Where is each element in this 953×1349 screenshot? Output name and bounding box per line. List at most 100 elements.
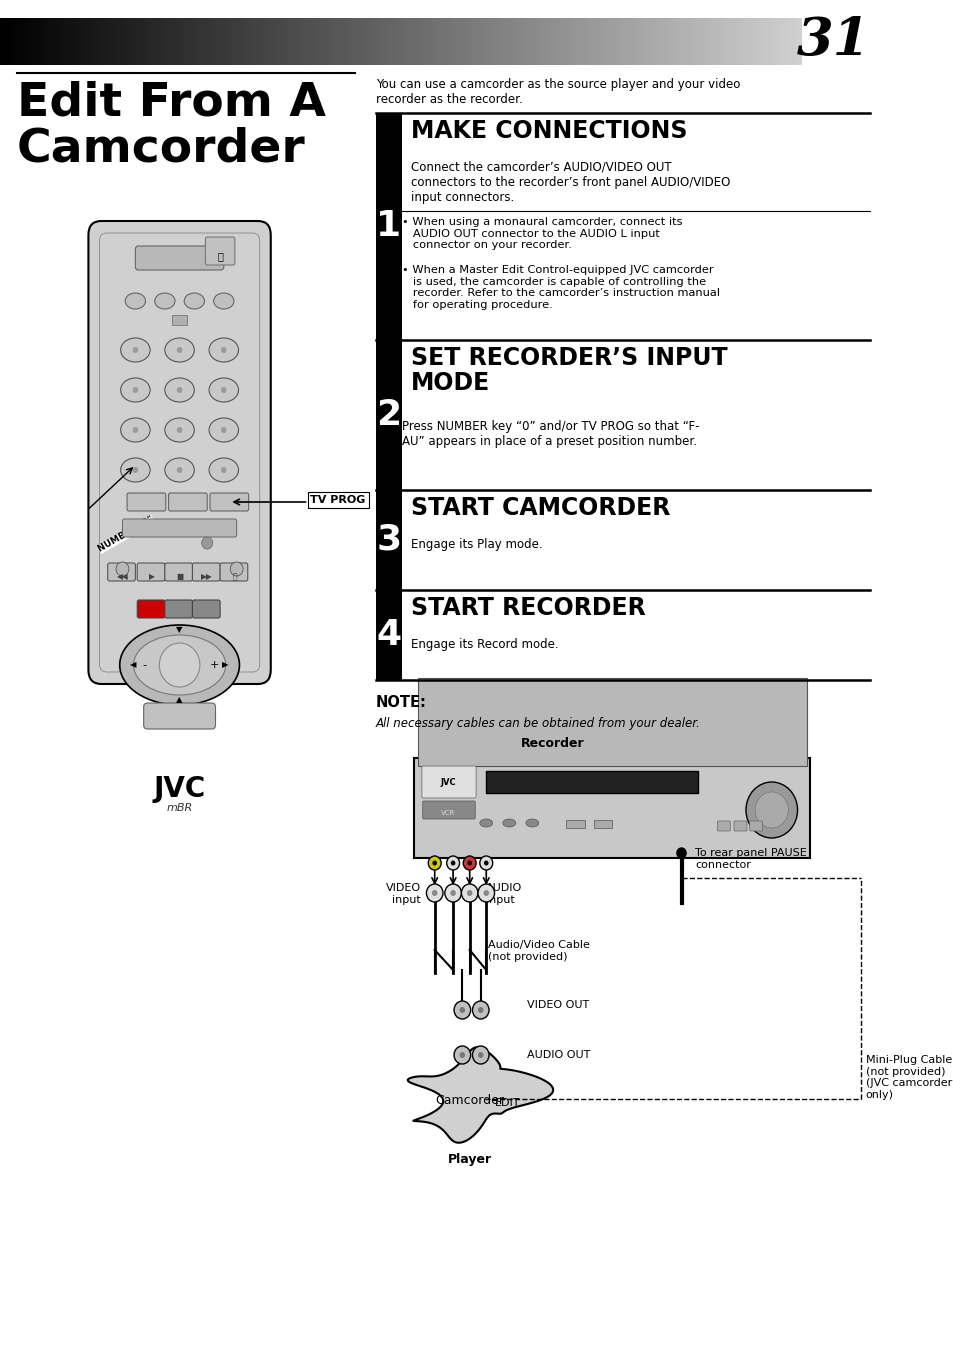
Circle shape bbox=[461, 884, 477, 902]
Text: To rear panel PAUSE
connector: To rear panel PAUSE connector bbox=[695, 849, 806, 870]
Circle shape bbox=[176, 387, 182, 393]
Text: SET RECORDER’S INPUT
MODE: SET RECORDER’S INPUT MODE bbox=[411, 345, 726, 395]
Circle shape bbox=[432, 861, 436, 866]
FancyBboxPatch shape bbox=[89, 221, 271, 684]
Text: VCR: VCR bbox=[441, 809, 456, 816]
Circle shape bbox=[132, 387, 138, 393]
FancyBboxPatch shape bbox=[733, 822, 746, 831]
FancyBboxPatch shape bbox=[137, 563, 165, 581]
Ellipse shape bbox=[120, 339, 150, 362]
Circle shape bbox=[159, 643, 199, 687]
FancyBboxPatch shape bbox=[749, 822, 761, 831]
Text: 31: 31 bbox=[796, 15, 869, 66]
Text: EDIT: EDIT bbox=[494, 1098, 519, 1108]
Circle shape bbox=[432, 890, 437, 896]
Text: 2: 2 bbox=[375, 398, 401, 432]
FancyBboxPatch shape bbox=[717, 822, 730, 831]
Text: ■: ■ bbox=[175, 572, 183, 581]
Circle shape bbox=[472, 1001, 489, 1018]
FancyBboxPatch shape bbox=[127, 492, 166, 511]
Ellipse shape bbox=[502, 819, 516, 827]
Ellipse shape bbox=[525, 819, 538, 827]
Circle shape bbox=[176, 428, 182, 433]
Circle shape bbox=[483, 890, 489, 896]
Text: Engage its Record mode.: Engage its Record mode. bbox=[411, 638, 558, 652]
Text: AUDIO
input: AUDIO input bbox=[486, 884, 522, 905]
Bar bbox=[172, 316, 187, 325]
FancyBboxPatch shape bbox=[169, 492, 207, 511]
Text: mBR: mBR bbox=[166, 803, 193, 813]
FancyBboxPatch shape bbox=[205, 237, 234, 264]
Text: • When a Master Edit Control-equipped JVC camcorder
   is used, the camcorder is: • When a Master Edit Control-equipped JV… bbox=[401, 264, 719, 310]
FancyBboxPatch shape bbox=[108, 563, 135, 581]
Text: • When using a monaural camcorder, connect its
   AUDIO OUT connector to the AUD: • When using a monaural camcorder, conne… bbox=[401, 217, 681, 250]
Circle shape bbox=[477, 1052, 483, 1058]
Ellipse shape bbox=[165, 378, 194, 402]
Text: Mini-Plug Cable
(not provided)
(JVC camcorder
only): Mini-Plug Cable (not provided) (JVC camc… bbox=[864, 1055, 951, 1099]
Text: Audio/Video Cable
(not provided): Audio/Video Cable (not provided) bbox=[488, 940, 589, 962]
FancyBboxPatch shape bbox=[122, 519, 236, 537]
Bar bbox=[566, 820, 584, 828]
Circle shape bbox=[221, 467, 226, 473]
Ellipse shape bbox=[120, 378, 150, 402]
Ellipse shape bbox=[165, 459, 194, 482]
Text: VIDEO OUT: VIDEO OUT bbox=[526, 1000, 588, 1010]
Circle shape bbox=[479, 857, 492, 870]
FancyBboxPatch shape bbox=[135, 246, 224, 270]
Ellipse shape bbox=[213, 293, 233, 309]
Circle shape bbox=[426, 884, 442, 902]
FancyBboxPatch shape bbox=[193, 563, 220, 581]
Ellipse shape bbox=[133, 635, 226, 695]
Text: -: - bbox=[142, 660, 147, 670]
Circle shape bbox=[463, 857, 476, 870]
Text: Connect the camcorder’s AUDIO/VIDEO OUT
connectors to the recorder’s front panel: Connect the camcorder’s AUDIO/VIDEO OUT … bbox=[411, 161, 729, 204]
FancyBboxPatch shape bbox=[220, 563, 248, 581]
Circle shape bbox=[677, 849, 685, 858]
FancyBboxPatch shape bbox=[165, 600, 193, 618]
Text: NOTE:: NOTE: bbox=[375, 695, 426, 710]
Bar bbox=[375, 340, 401, 490]
Circle shape bbox=[221, 428, 226, 433]
Circle shape bbox=[444, 884, 461, 902]
Text: ⏻: ⏻ bbox=[217, 251, 223, 260]
Circle shape bbox=[483, 861, 488, 866]
Ellipse shape bbox=[184, 293, 204, 309]
Text: Recorder: Recorder bbox=[520, 737, 584, 750]
Circle shape bbox=[132, 347, 138, 353]
FancyBboxPatch shape bbox=[422, 801, 475, 819]
Text: TV PROG: TV PROG bbox=[310, 495, 365, 505]
Text: ▼: ▼ bbox=[176, 626, 183, 634]
Text: AUDIO OUT: AUDIO OUT bbox=[526, 1050, 590, 1060]
FancyBboxPatch shape bbox=[165, 563, 193, 581]
Text: ▶: ▶ bbox=[222, 661, 229, 669]
FancyBboxPatch shape bbox=[421, 766, 476, 799]
Bar bbox=[375, 590, 401, 680]
Ellipse shape bbox=[479, 819, 492, 827]
Ellipse shape bbox=[165, 418, 194, 442]
Polygon shape bbox=[407, 1047, 553, 1143]
Text: ▶: ▶ bbox=[149, 572, 154, 581]
Ellipse shape bbox=[119, 625, 239, 706]
Circle shape bbox=[221, 347, 226, 353]
Circle shape bbox=[450, 890, 456, 896]
Text: JVC: JVC bbox=[153, 774, 206, 803]
Text: START CAMCORDER: START CAMCORDER bbox=[411, 496, 669, 519]
Circle shape bbox=[132, 428, 138, 433]
Circle shape bbox=[201, 537, 213, 549]
Text: ▶▶: ▶▶ bbox=[201, 572, 213, 581]
Text: Press NUMBER key “0” and/or TV PROG so that “F-
AU” appears in place of a preset: Press NUMBER key “0” and/or TV PROG so t… bbox=[401, 420, 699, 448]
Circle shape bbox=[176, 467, 182, 473]
Circle shape bbox=[428, 857, 440, 870]
Bar bbox=[375, 490, 401, 590]
Circle shape bbox=[446, 857, 459, 870]
Ellipse shape bbox=[209, 459, 238, 482]
Circle shape bbox=[467, 861, 472, 866]
Ellipse shape bbox=[209, 378, 238, 402]
Text: START RECORDER: START RECORDER bbox=[411, 596, 645, 621]
Text: Player: Player bbox=[447, 1153, 491, 1166]
FancyBboxPatch shape bbox=[144, 703, 215, 728]
Text: Camcorder: Camcorder bbox=[435, 1094, 504, 1106]
Ellipse shape bbox=[209, 418, 238, 442]
Circle shape bbox=[755, 792, 787, 828]
Circle shape bbox=[745, 782, 797, 838]
